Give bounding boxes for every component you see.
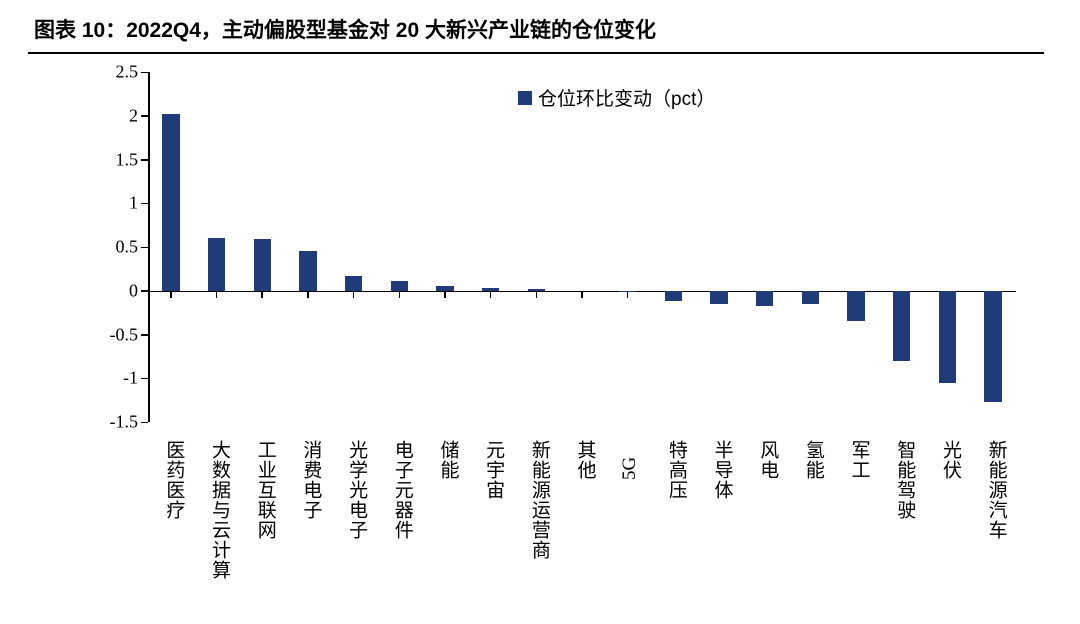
category-label: 智能驾驶 xyxy=(891,440,918,520)
x-tick xyxy=(307,291,309,298)
category-label: 新能源汽车 xyxy=(983,440,1010,540)
bar xyxy=(482,288,499,291)
bar xyxy=(756,291,773,306)
y-tick-label: -1.5 xyxy=(110,412,149,433)
title-prefix: 图表 10： xyxy=(34,19,126,42)
bar xyxy=(847,291,864,322)
y-tick-label: 0.5 xyxy=(116,237,149,258)
bar xyxy=(939,291,956,383)
x-tick xyxy=(261,291,263,298)
bar xyxy=(254,239,271,291)
category-label: 新能源运营商 xyxy=(526,440,553,560)
x-tick xyxy=(536,291,538,298)
x-tick xyxy=(627,291,629,298)
bar xyxy=(984,291,1001,402)
plot-area: -1.5-1-0.500.511.522.5医药医疗大数据与云计算工业互联网消费… xyxy=(148,72,1016,422)
bar xyxy=(665,291,682,302)
bar xyxy=(162,114,179,291)
category-label: 光学光电子 xyxy=(343,440,370,540)
category-label: 电子元器件 xyxy=(389,440,416,540)
bar xyxy=(436,286,453,290)
bar xyxy=(391,281,408,291)
x-tick xyxy=(581,291,583,298)
y-tick-label: 1 xyxy=(129,193,148,214)
bar xyxy=(299,251,316,291)
y-tick-label: 2 xyxy=(129,105,148,126)
category-label: 消费电子 xyxy=(297,440,324,520)
category-label: 其他 xyxy=(572,440,599,480)
bar xyxy=(528,289,545,291)
category-label: 医药医疗 xyxy=(160,440,187,520)
category-label: 5G xyxy=(619,440,641,480)
category-label: 大数据与云计算 xyxy=(206,440,233,580)
x-tick xyxy=(399,291,401,298)
x-tick xyxy=(444,291,446,298)
x-tick xyxy=(170,291,172,298)
bar xyxy=(802,291,819,304)
category-label: 氢能 xyxy=(800,440,827,480)
category-label: 储能 xyxy=(434,440,461,480)
y-tick-label: -1 xyxy=(123,368,148,389)
bar xyxy=(619,291,636,292)
y-axis xyxy=(148,72,150,422)
x-tick xyxy=(490,291,492,298)
category-label: 工业互联网 xyxy=(252,440,279,540)
category-label: 半导体 xyxy=(709,440,736,500)
legend-label: 仓位环比变动（pct） xyxy=(538,84,715,111)
legend-swatch xyxy=(518,91,532,105)
chart-title: 图表 10：2022Q4，主动偏股型基金对 20 大新兴产业链的仓位变化 xyxy=(28,10,1052,52)
y-tick-label: 1.5 xyxy=(116,149,149,170)
bar xyxy=(893,291,910,361)
title-main: 2022Q4，主动偏股型基金对 20 大新兴产业链的仓位变化 xyxy=(126,19,656,42)
y-tick-label: 0 xyxy=(129,280,148,301)
category-label: 光伏 xyxy=(937,440,964,480)
bar xyxy=(710,291,727,304)
x-tick xyxy=(216,291,218,298)
legend: 仓位环比变动（pct） xyxy=(518,84,715,111)
bar-chart: -1.5 -1 -0.5 0 0.5 1 1.5 2 2.5 医药医疗大数据与云计算工业互联网消费… xyxy=(28,60,1028,608)
title-underline xyxy=(28,52,1044,54)
y-tick-label: 2.5 xyxy=(116,62,149,83)
x-tick xyxy=(353,291,355,298)
category-label: 元宇宙 xyxy=(480,440,507,500)
category-label: 风电 xyxy=(754,440,781,480)
bar xyxy=(345,276,362,291)
category-label: 军工 xyxy=(846,440,873,480)
bar xyxy=(208,238,225,291)
y-tick-label: -0.5 xyxy=(110,324,149,345)
category-label: 特高压 xyxy=(663,440,690,500)
